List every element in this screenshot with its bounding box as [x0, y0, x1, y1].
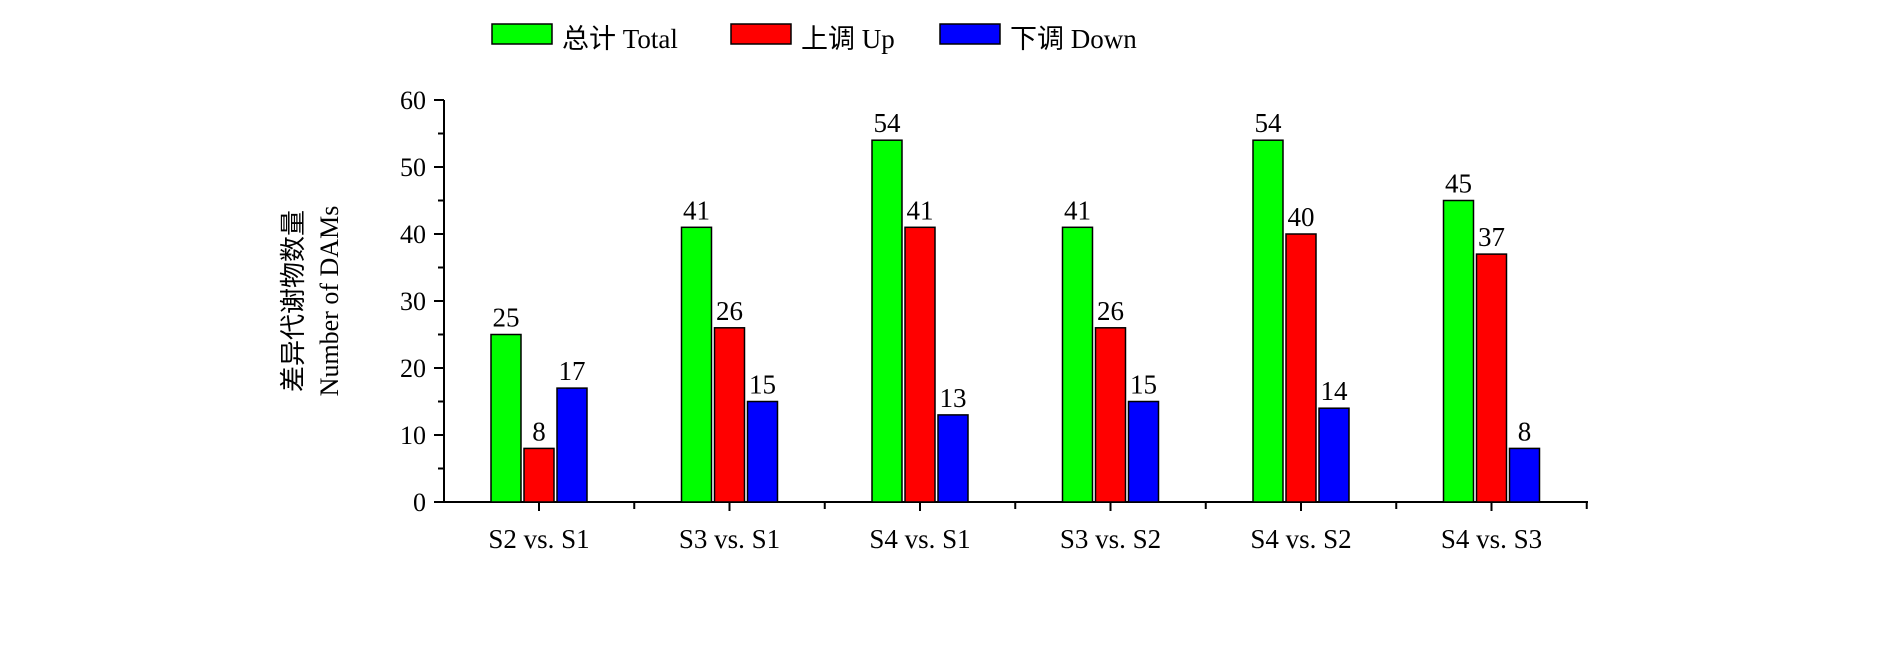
bar — [1318, 407, 1350, 503]
data-label: 54 — [874, 108, 902, 138]
x-tick-label: S3 vs. S2 — [1060, 524, 1161, 554]
data-label: 13 — [940, 383, 967, 413]
data-label: 26 — [1097, 296, 1124, 326]
legend-swatch — [939, 23, 1001, 45]
x-tick-label: S4 vs. S1 — [869, 524, 970, 554]
y-tick-label: 30 — [400, 287, 426, 316]
x-tick-label: S3 vs. S1 — [679, 524, 780, 554]
bar — [713, 327, 746, 503]
bar — [937, 414, 969, 503]
y-axis-title-line: 差异代谢物数量 — [279, 210, 308, 392]
bar — [680, 226, 713, 503]
data-label: 41 — [683, 195, 710, 225]
data-label: 14 — [1321, 376, 1349, 406]
data-label: 26 — [716, 296, 743, 326]
legend-swatch — [491, 23, 553, 45]
y-tick-label: 50 — [400, 153, 426, 182]
bar — [1127, 400, 1160, 503]
bar — [1442, 199, 1475, 503]
x-tick-label: S4 vs. S3 — [1441, 524, 1542, 554]
data-label: 17 — [559, 356, 586, 386]
x-tick-label: S4 vs. S2 — [1250, 524, 1351, 554]
y-tick-label: 0 — [413, 488, 426, 517]
bar — [490, 333, 522, 503]
legend-label: 上调 Up — [801, 24, 895, 54]
y-tick-label: 10 — [400, 421, 426, 450]
y-axis-title-line: Number of DAMs — [315, 206, 344, 397]
bar — [746, 400, 779, 503]
bar — [1475, 253, 1508, 503]
data-label: 41 — [907, 195, 934, 225]
bar — [1285, 233, 1317, 503]
legend-label: 下调 Down — [1010, 24, 1137, 54]
data-label: 41 — [1064, 195, 1091, 225]
data-label: 15 — [749, 370, 776, 400]
y-tick-label: 40 — [400, 220, 426, 249]
data-label: 8 — [532, 416, 546, 446]
bar — [556, 387, 588, 503]
legend-label: 总计 Total — [562, 24, 678, 54]
y-axis-title: 差异代谢物数量 Number of DAMs — [279, 206, 344, 397]
bar — [1094, 327, 1127, 503]
data-label: 40 — [1288, 202, 1315, 232]
bar — [904, 226, 936, 503]
data-label: 15 — [1130, 370, 1157, 400]
x-tick-label: S2 vs. S1 — [488, 524, 589, 554]
bar — [523, 447, 555, 503]
data-label: 25 — [493, 303, 520, 333]
data-label: 45 — [1445, 169, 1472, 199]
bars — [490, 139, 1541, 503]
y-tick-label: 20 — [400, 354, 426, 383]
legend-swatch — [730, 23, 792, 45]
data-label: 8 — [1518, 416, 1532, 446]
axes: 0 10 20 30 40 50 60 S2 vs. S1 S3 vs. S1 S4 vs. S1… — [400, 86, 1588, 554]
legend: 总计 Total 上调 Up 下调 Down — [491, 23, 1137, 54]
data-label: 54 — [1255, 108, 1283, 138]
y-axis-title-group: 差异代谢物数量 Number of DAMs — [279, 206, 344, 397]
bar — [1061, 226, 1094, 503]
bar — [871, 139, 903, 503]
bar — [1508, 447, 1541, 503]
y-tick-label: 60 — [400, 86, 426, 115]
data-label: 37 — [1478, 222, 1505, 252]
bar — [1252, 139, 1284, 503]
